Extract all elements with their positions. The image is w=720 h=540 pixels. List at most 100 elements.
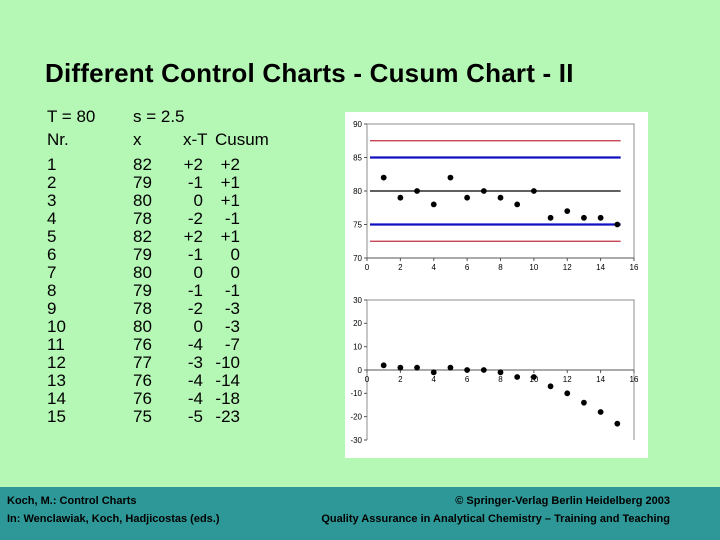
x-axis-tick-label: 4 — [432, 263, 437, 272]
cell-x-t: 0 — [193, 317, 203, 336]
cell-x-t: +2 — [183, 227, 203, 246]
data-point — [430, 201, 437, 208]
table-header-row: Nr. x x-T Cusum — [47, 131, 269, 149]
cell-x: 79 — [133, 281, 152, 300]
slide-title: Different Control Charts - Cusum Chart -… — [45, 58, 574, 88]
cell-x: 80 — [133, 263, 152, 282]
cell-x-t: -1 — [187, 281, 203, 300]
footer-book-title: Quality Assurance in Analytical Chemistr… — [321, 513, 670, 525]
cell-cusum: -1 — [224, 209, 240, 228]
chart-panel: 70 75 80 85 90 0 2 4 6 8 10 12 14 16 30 20 10 0 -10 -20 -30 0… — [345, 112, 648, 458]
y-axis-tick-label: 10 — [353, 342, 362, 351]
column-header-nr: Nr. — [47, 130, 69, 149]
table-row: 2 79 -1 +1 — [47, 174, 269, 192]
individuals-control-chart: 70 75 80 85 90 0 2 4 6 8 10 12 14 16 — [353, 120, 639, 272]
table-row: 4 78 -2 -1 — [47, 210, 269, 228]
y-axis-tick-label: -30 — [350, 436, 362, 445]
cell-cusum: -14 — [215, 371, 240, 390]
cell-cusum: +1 — [220, 191, 240, 210]
data-point — [480, 367, 487, 373]
cell-x-t: 0 — [193, 263, 203, 282]
cell-x: 75 — [133, 407, 152, 426]
x-axis-tick-label: 10 — [529, 263, 538, 272]
y-axis-tick-label: 75 — [353, 220, 362, 229]
footer-citation-author: Koch, M.: Control Charts — [7, 495, 137, 507]
cell-nr: 13 — [47, 371, 66, 390]
x-axis-tick-label: 14 — [596, 263, 605, 272]
data-point — [597, 409, 604, 415]
x-axis-tick-label: 14 — [596, 375, 605, 384]
x-axis-tick-label: 8 — [498, 263, 503, 272]
data-point — [480, 188, 487, 194]
y-axis-tick-label: -10 — [350, 389, 362, 398]
data-point — [514, 201, 521, 208]
data-point — [530, 374, 537, 380]
table-body: 1 82 +2 +2 2 79 -1 +1 3 80 0 +1 4 78 -2 -1 5 82 +2 +1 6 79 -1 0… — [47, 156, 269, 426]
y-axis-tick-label: 90 — [353, 120, 362, 129]
cell-x: 80 — [133, 191, 152, 210]
cell-nr: 2 — [47, 173, 57, 192]
cell-nr: 8 — [47, 281, 57, 300]
cell-x: 79 — [133, 245, 152, 264]
table-row: 12 77 -3 -10 — [47, 354, 269, 372]
cell-x: 82 — [133, 227, 152, 246]
cell-nr: 5 — [47, 227, 57, 246]
table-row: 3 80 0 +1 — [47, 192, 269, 210]
cell-cusum: -18 — [215, 389, 240, 408]
y-axis-tick-label: 70 — [353, 254, 362, 263]
table-row: 14 76 -4 -18 — [47, 390, 269, 408]
parameters-row: T = 80 s = 2.5 — [47, 108, 269, 126]
y-axis-tick-label: -20 — [350, 412, 362, 421]
cell-nr: 1 — [47, 155, 57, 174]
x-axis-tick-label: 12 — [563, 263, 572, 272]
y-axis-tick-label: 30 — [353, 296, 362, 305]
cell-x: 76 — [133, 335, 152, 354]
cell-cusum: -1 — [224, 281, 240, 300]
data-point — [447, 364, 454, 371]
cell-nr: 12 — [47, 353, 66, 372]
table-row: 9 78 -2 -3 — [47, 300, 269, 318]
y-axis-tick-label: 85 — [353, 153, 362, 162]
y-axis-tick-label: 20 — [353, 319, 362, 328]
x-axis-tick-label: 6 — [465, 263, 470, 272]
x-axis-tick-label: 2 — [398, 263, 403, 272]
data-point — [547, 383, 554, 390]
data-point — [497, 369, 504, 376]
cell-nr: 14 — [47, 389, 66, 408]
cell-x-t: -4 — [187, 389, 203, 408]
data-point — [497, 194, 504, 201]
x-axis-tick-label: 2 — [398, 375, 403, 384]
chart-background — [345, 112, 648, 458]
table-row: 5 82 +2 +1 — [47, 228, 269, 246]
table-row: 8 79 -1 -1 — [47, 282, 269, 300]
cell-x: 78 — [133, 209, 152, 228]
data-point — [547, 214, 554, 221]
x-axis-tick-label: 6 — [465, 375, 470, 384]
data-point — [397, 364, 404, 371]
cell-x-t: +2 — [183, 155, 203, 174]
data-point — [530, 188, 537, 194]
data-point — [614, 221, 621, 228]
cell-cusum: 0 — [230, 245, 240, 264]
column-header-x-t: x-T — [183, 130, 208, 149]
cell-cusum: -23 — [215, 407, 240, 426]
cell-x-t: -4 — [187, 371, 203, 390]
data-point — [464, 194, 471, 201]
cell-x-t: -1 — [187, 245, 203, 264]
cell-x: 78 — [133, 299, 152, 318]
table-row: 6 79 -1 0 — [47, 246, 269, 264]
data-point — [397, 194, 404, 201]
cell-x: 82 — [133, 155, 152, 174]
cell-x: 77 — [133, 353, 152, 372]
y-axis-tick-label: 80 — [353, 187, 362, 196]
cell-cusum: -7 — [224, 335, 240, 354]
data-point — [380, 174, 387, 181]
cell-x: 76 — [133, 389, 152, 408]
target-value-label: T = 80 — [47, 107, 96, 126]
data-point — [581, 214, 587, 221]
data-point — [380, 362, 387, 369]
table-row: 15 75 -5 -23 — [47, 408, 269, 426]
cell-nr: 9 — [47, 299, 57, 318]
